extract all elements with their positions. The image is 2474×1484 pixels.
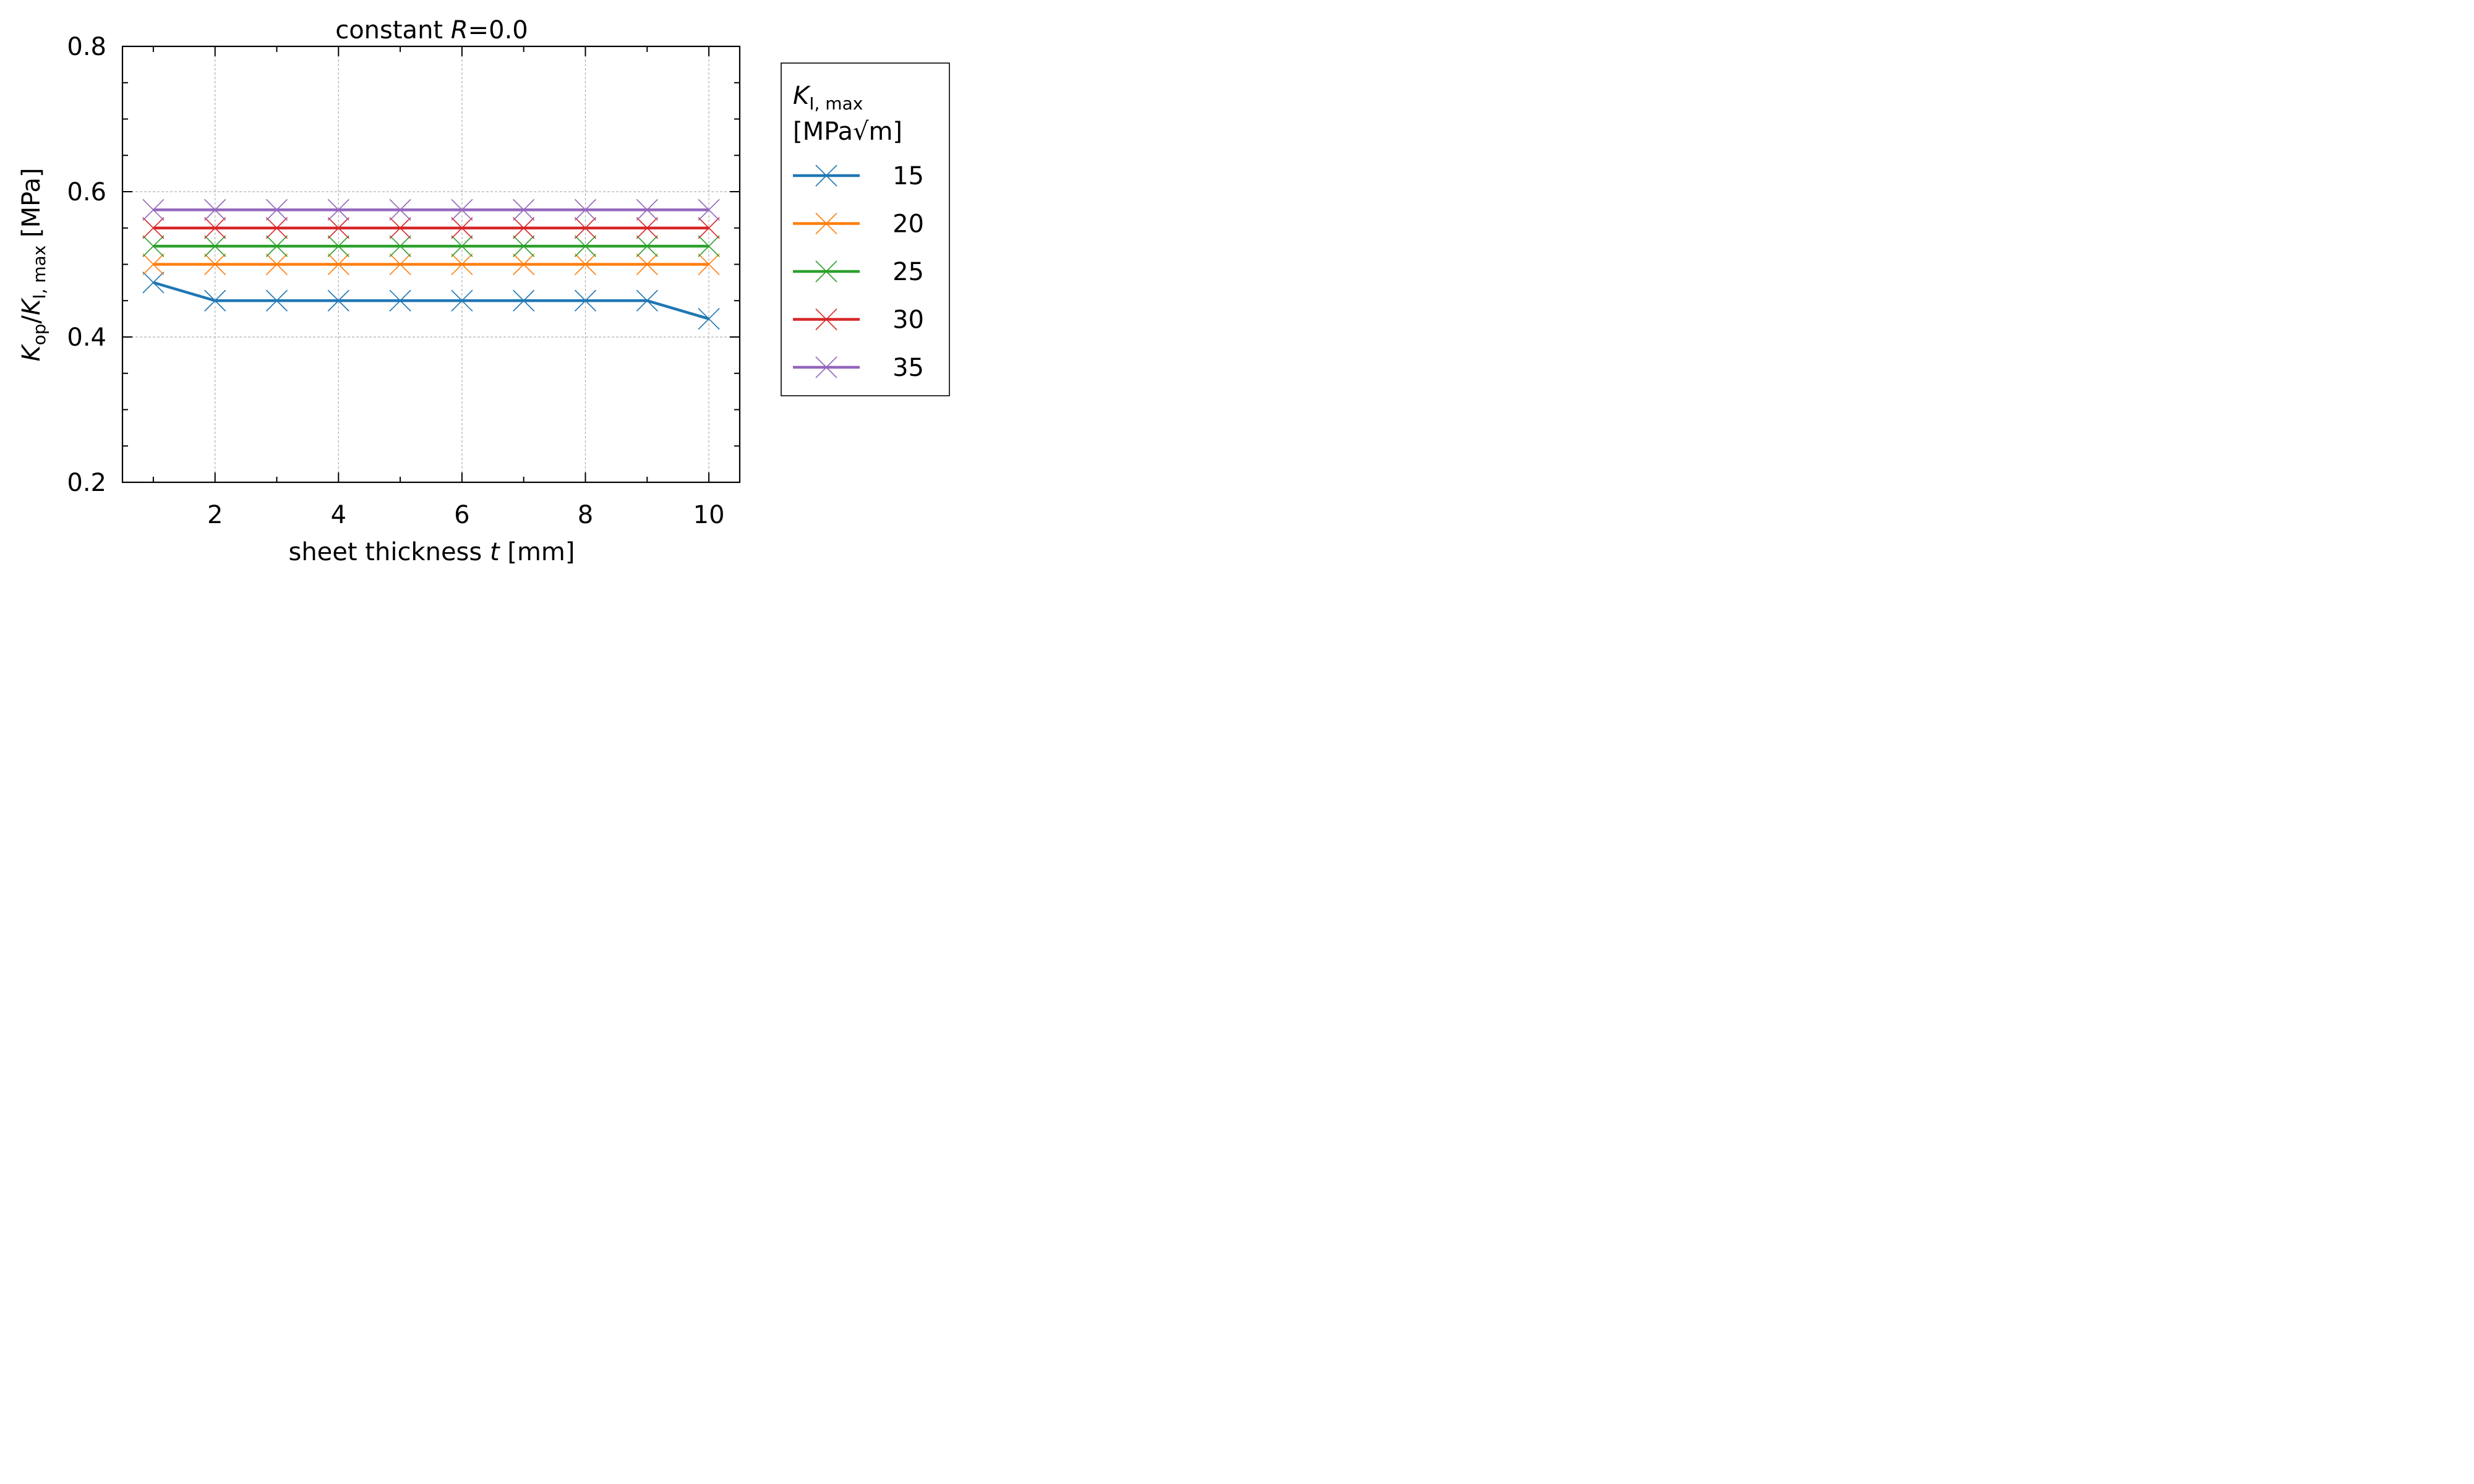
series-25 bbox=[142, 235, 720, 257]
data-point bbox=[142, 253, 165, 276]
data-point bbox=[513, 217, 535, 239]
data-point bbox=[574, 289, 597, 312]
data-point bbox=[389, 217, 411, 239]
x-tick-label: 8 bbox=[578, 501, 593, 529]
data-point bbox=[513, 289, 535, 312]
legend-label: 15 bbox=[892, 162, 924, 190]
data-point bbox=[389, 198, 411, 221]
data-point bbox=[636, 198, 658, 221]
y-axis-title: Kop/KI, max [MPa] bbox=[17, 168, 49, 361]
data-point bbox=[451, 289, 473, 312]
y-tick-label: 0.6 bbox=[67, 178, 106, 207]
series-15 bbox=[142, 271, 720, 330]
legend-frame bbox=[781, 62, 950, 396]
data-point bbox=[698, 217, 720, 239]
data-point bbox=[636, 289, 658, 312]
legend-label: 30 bbox=[892, 306, 924, 335]
data-point bbox=[389, 253, 411, 276]
data-point bbox=[636, 253, 658, 276]
series-line bbox=[153, 281, 709, 320]
data-point bbox=[265, 289, 288, 312]
data-point bbox=[574, 198, 597, 221]
data-point bbox=[327, 217, 349, 239]
data-point bbox=[389, 235, 411, 257]
data-point bbox=[327, 235, 349, 257]
legend-entries: 15 20 25 30 35 bbox=[793, 162, 924, 382]
data-point bbox=[574, 253, 597, 276]
legend-title-unit: [MPa√m] bbox=[793, 117, 902, 146]
legend-swatch-marker bbox=[815, 260, 837, 283]
legend-entry-30: 30 bbox=[793, 306, 924, 335]
data-point bbox=[574, 217, 597, 239]
legend-swatch-marker bbox=[815, 164, 837, 187]
legend-label: 35 bbox=[892, 354, 924, 382]
data-point bbox=[204, 198, 226, 221]
data-point bbox=[142, 198, 165, 221]
x-tick-label: 2 bbox=[207, 501, 223, 529]
series-30 bbox=[142, 217, 720, 239]
series-35 bbox=[142, 198, 720, 221]
data-point bbox=[636, 217, 658, 239]
plot-area-frame bbox=[121, 45, 741, 484]
legend-label: 20 bbox=[892, 210, 924, 239]
data-point bbox=[142, 271, 165, 294]
data-point bbox=[636, 235, 658, 257]
x-axis-title: sheet thickness t [mm] bbox=[288, 538, 575, 566]
legend-entry-25: 25 bbox=[793, 258, 924, 286]
legend: KI, max [MPa√m] 15 20 25 30 35 bbox=[781, 62, 950, 396]
data-point bbox=[327, 198, 349, 221]
legend-entry-35: 35 bbox=[793, 354, 924, 382]
chart: constant R=0.0 2 4 6 8 10 0.2 0.4 0.6 0.8 sheet … bbox=[17, 16, 950, 566]
x-tick-label: 6 bbox=[454, 501, 469, 529]
data-point bbox=[204, 289, 226, 312]
y-tick-label: 0.4 bbox=[67, 323, 106, 352]
data-point bbox=[204, 253, 226, 276]
tick-labels: 2 4 6 8 10 0.2 0.4 0.6 0.8 bbox=[67, 33, 724, 529]
data-point bbox=[265, 235, 288, 257]
data-point bbox=[574, 235, 597, 257]
y-tick-label: 0.2 bbox=[67, 469, 106, 497]
data-point bbox=[265, 217, 288, 239]
x-tick-label: 4 bbox=[331, 501, 346, 529]
data-point bbox=[204, 217, 226, 239]
series-group bbox=[142, 198, 720, 330]
data-point bbox=[513, 198, 535, 221]
data-point bbox=[389, 289, 411, 312]
data-point bbox=[698, 253, 720, 276]
data-point bbox=[451, 235, 473, 257]
legend-entry-20: 20 bbox=[793, 210, 924, 239]
data-point bbox=[204, 235, 226, 257]
data-point bbox=[265, 253, 288, 276]
x-tick-label: 10 bbox=[693, 501, 725, 529]
series-20 bbox=[142, 253, 720, 276]
legend-title: KI, max bbox=[793, 82, 863, 114]
data-point bbox=[327, 289, 349, 312]
data-point bbox=[698, 308, 720, 330]
data-point bbox=[451, 253, 473, 276]
data-point bbox=[698, 235, 720, 257]
chart-title: constant R=0.0 bbox=[335, 16, 528, 45]
legend-swatch-marker bbox=[815, 356, 837, 378]
legend-swatch-marker bbox=[815, 212, 837, 235]
data-point bbox=[513, 253, 535, 276]
data-point bbox=[698, 198, 720, 221]
data-point bbox=[265, 198, 288, 221]
data-point bbox=[327, 253, 349, 276]
data-point bbox=[451, 217, 473, 239]
legend-entry-15: 15 bbox=[793, 162, 924, 190]
data-point bbox=[451, 198, 473, 221]
legend-label: 25 bbox=[892, 258, 924, 286]
data-point bbox=[142, 235, 165, 257]
data-point bbox=[142, 217, 165, 239]
y-tick-label: 0.8 bbox=[67, 33, 106, 61]
legend-swatch-marker bbox=[815, 308, 837, 331]
data-point bbox=[513, 235, 535, 257]
